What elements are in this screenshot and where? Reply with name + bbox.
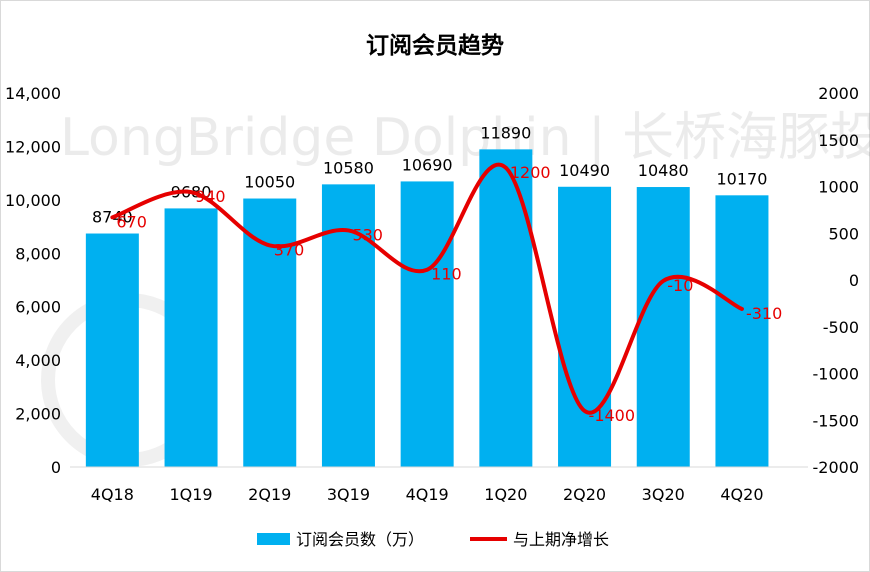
right-axis-tick-label: -1500 (813, 411, 860, 430)
left-axis-tick-label: 0 (51, 458, 61, 477)
bar-3Q20 (636, 187, 690, 467)
x-tick-label: 3Q19 (327, 485, 370, 504)
bar-2Q20 (558, 186, 612, 467)
left-axis-tick-label: 12,000 (5, 137, 61, 156)
legend-swatch-bar (257, 533, 290, 545)
left-axis-tick-label: 14,000 (5, 84, 61, 103)
line-value-label: 110 (431, 265, 462, 284)
bar-4Q20 (715, 195, 769, 467)
right-axis-tick-label: -1000 (813, 365, 860, 384)
left-axis-tick-label: 10,000 (5, 191, 61, 210)
watermark-text: LongBridge Dolphin | 长桥海豚投研 (60, 108, 870, 168)
right-axis-tick-label: 2000 (818, 84, 859, 103)
left-axis-tick-label: 8,000 (15, 244, 61, 263)
x-tick-label: 2Q19 (248, 485, 291, 504)
x-tick-label: 1Q19 (169, 485, 212, 504)
line-value-label: 1200 (510, 163, 551, 182)
chart-title: 订阅会员趋势 (366, 32, 504, 59)
right-axis-tick-label: 500 (828, 224, 859, 243)
line-series (110, 162, 744, 415)
bar-value-label: 10690 (402, 155, 453, 174)
line-value-label: -10 (667, 276, 693, 295)
x-tick-label: 2Q20 (563, 485, 606, 504)
net-growth-line (110, 162, 744, 415)
bar-4Q19 (400, 181, 454, 467)
bar-value-label: 10480 (638, 161, 689, 180)
bar-1Q20 (479, 149, 533, 468)
line-value-label: -1400 (589, 406, 636, 425)
x-tick-label: 3Q20 (642, 485, 685, 504)
bar-value-label: 10580 (323, 158, 374, 177)
legend-label-bar: 订阅会员数（万） (296, 530, 424, 549)
left-axis-tick-label: 2,000 (15, 405, 61, 424)
left-axis-tick-label: 4,000 (15, 351, 61, 370)
bar-value-label: 10170 (716, 169, 767, 188)
legend-label-line: 与上期净增长 (513, 530, 609, 549)
line-value-label: 370 (274, 240, 305, 259)
x-axis-labels: 4Q18 1Q19 2Q19 3Q19 4Q19 1Q20 2Q20 3Q20 4Q20 (91, 485, 764, 504)
x-tick-label: 4Q18 (91, 485, 134, 504)
bar-value-label: 10490 (559, 161, 610, 180)
line-labels: 670 940 370 530 110 1200 -1400 -10 -310 (116, 163, 782, 425)
right-axis-tick-label: -500 (823, 318, 859, 337)
right-axis-tick-label: -2000 (813, 458, 860, 477)
bar-4Q18 (85, 233, 139, 467)
x-tick-label: 4Q20 (720, 485, 763, 504)
bar-2Q19 (243, 198, 297, 467)
right-axis-tick-label: 1500 (818, 131, 859, 150)
legend: 订阅会员数（万） 与上期净增长 (257, 530, 609, 549)
left-axis: 0 2,000 4,000 6,000 8,000 10,000 12,000 14,000 (5, 84, 61, 477)
x-tick-label: 1Q20 (484, 485, 527, 504)
line-value-label: 530 (352, 225, 383, 244)
line-value-label: -310 (746, 304, 782, 323)
left-axis-tick-label: 6,000 (15, 298, 61, 317)
bar-value-label: 11890 (480, 123, 531, 142)
line-value-label: 670 (116, 212, 147, 231)
right-axis-tick-label: 0 (849, 271, 859, 290)
x-tick-label: 4Q19 (406, 485, 449, 504)
bar-series (85, 149, 769, 468)
right-axis: -2000 -1500 -1000 -500 0 500 1000 1500 2000 (813, 84, 860, 477)
right-axis-tick-label: 1000 (818, 178, 859, 197)
bar-value-label: 10050 (244, 173, 295, 192)
line-value-label: 940 (195, 187, 226, 206)
bar-1Q19 (164, 208, 218, 468)
